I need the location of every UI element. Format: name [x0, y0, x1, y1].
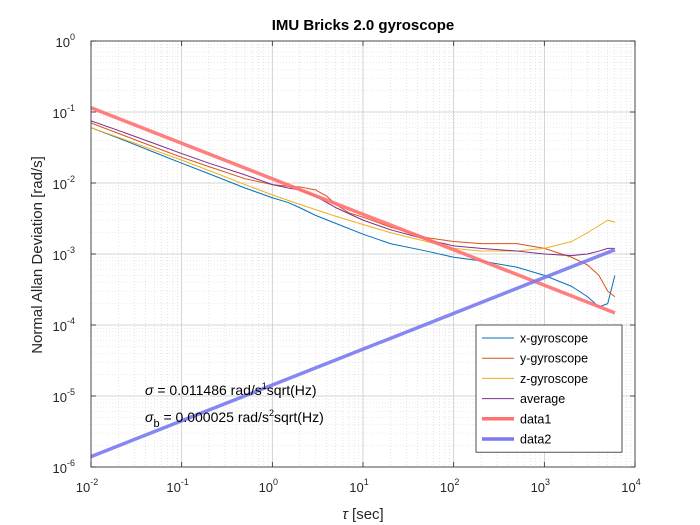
- annotation-1: σ = 0.011486 rad/s1sqrt(Hz): [145, 381, 317, 398]
- series-line-data1: [91, 106, 616, 315]
- y-tick-label: 10-4: [53, 316, 75, 334]
- series-line-average: [91, 120, 615, 257]
- series-line-x-gyroscope: [91, 127, 616, 308]
- legend-label: x-gyroscope: [520, 332, 588, 346]
- legend-label: y-gyroscope: [520, 352, 588, 366]
- y-tick-label: 10-3: [53, 245, 75, 263]
- chart-title: IMU Bricks 2.0 gyroscope: [272, 17, 455, 34]
- plot-area: 10-2 10-1 100 101 102 103 104 10-6 10-5 10-4 10-3 1…: [53, 32, 641, 495]
- legend-label: average: [520, 392, 565, 406]
- y-tick-label: 100: [56, 32, 75, 50]
- x-tick-label: 100: [259, 477, 278, 495]
- series-line-z-gyroscope: [91, 127, 616, 252]
- legend-box: [475, 324, 623, 453]
- annotation-2: σb = 0.000025 rad/s2sqrt(Hz): [145, 408, 324, 430]
- legend-label: data1: [520, 412, 551, 426]
- x-axis-symbol: τ: [342, 506, 349, 523]
- x-tick-label: 10-2: [76, 477, 98, 495]
- x-tick-label: 104: [621, 477, 640, 495]
- x-axis-unit: [sec]: [352, 506, 384, 523]
- y-tick-label: 10-2: [53, 174, 75, 192]
- x-tick-label: 102: [440, 477, 459, 495]
- legend: x-gyroscope y-gyroscope z-gyroscope average…: [475, 324, 623, 453]
- series-line-y-gyroscope: [91, 122, 616, 298]
- y-tick-label: 10-1: [53, 103, 75, 121]
- legend-label: data2: [520, 433, 551, 447]
- x-axis-label: τ [sec]: [342, 506, 383, 523]
- x-tick-label: 103: [531, 477, 550, 495]
- x-tick-label: 10-1: [166, 477, 188, 495]
- x-tick-label: 101: [349, 477, 368, 495]
- series-line-data2: [91, 248, 616, 459]
- y-tick-label: 10-6: [53, 458, 75, 476]
- series-group: [91, 106, 616, 459]
- y-tick-label: 10-5: [53, 387, 75, 405]
- y-axis-label: Normal Allan Deviation [rad/s]: [29, 156, 46, 354]
- legend-label: z-gyroscope: [520, 372, 588, 386]
